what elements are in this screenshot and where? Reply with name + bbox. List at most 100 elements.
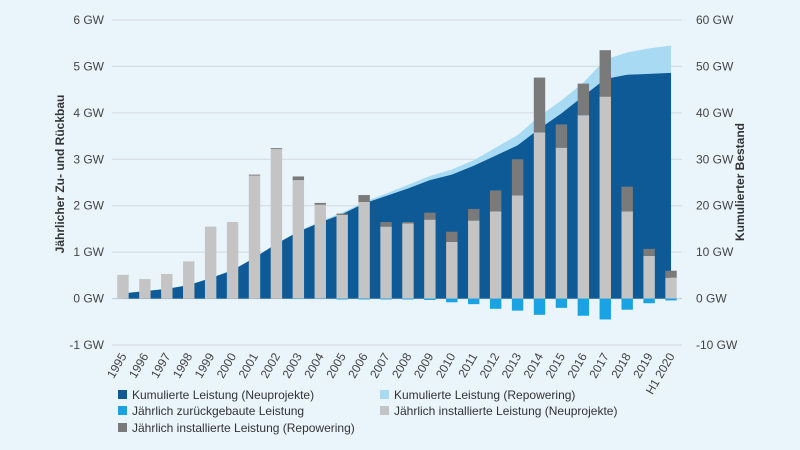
bar-installed-repowering [380, 221, 392, 227]
x-tick-label: 2006 [345, 350, 371, 380]
bar-removed [336, 298, 348, 300]
right-tick-label: -10 GW [696, 338, 738, 352]
legend-label: Jährlich installierte Leistung (Neuproje… [394, 404, 617, 418]
bar-installed-neuprojekte [139, 279, 151, 299]
bar-removed [511, 298, 524, 311]
bar-installed-repowering [446, 231, 458, 242]
bar-installed-neuprojekte [358, 202, 370, 299]
bar-installed-neuprojekte [577, 115, 590, 299]
bar-installed-neuprojekte [489, 211, 502, 299]
right-tick-label: 60 GW [696, 13, 734, 27]
right-tick-label: 40 GW [696, 106, 734, 120]
bar-installed-repowering [292, 176, 305, 181]
right-tick-label: 0 GW [696, 292, 727, 306]
left-axis-ticks: -1 GW 0 GW 1 GW 2 GW 3 GW 4 GW 5 GW 6 GW [69, 13, 104, 352]
x-tick-label: 2003 [279, 350, 305, 380]
bar-installed-repowering [424, 212, 436, 220]
x-tick-label: 2002 [258, 350, 284, 380]
x-tick-label: 2013 [499, 350, 525, 380]
bar-installed-neuprojekte [314, 204, 326, 299]
x-tick-label: 2004 [301, 350, 327, 380]
bar-installed-neuprojekte [555, 147, 568, 299]
x-tick-label: 2001 [236, 350, 262, 380]
bar-installed-neuprojekte [533, 132, 546, 299]
bar-removed [555, 298, 568, 308]
bar-removed [380, 298, 392, 300]
x-tick-label: 2009 [411, 350, 437, 380]
right-axis-title: Kumulierter Bestand [733, 123, 747, 241]
bar-installed-neuprojekte [380, 226, 392, 299]
bar-installed-neuprojekte [270, 149, 283, 299]
x-tick-label: 1999 [192, 350, 218, 380]
legend-swatch [118, 390, 127, 399]
bar-installed-repowering [358, 195, 370, 202]
x-tick-label: 1995 [104, 350, 130, 380]
bar-installed-neuprojekte [446, 241, 458, 299]
bar-installed-neuprojekte [226, 221, 239, 299]
bar-installed-neuprojekte [292, 180, 305, 299]
left-tick-label: 0 GW [73, 292, 104, 306]
left-tick-label: 6 GW [73, 13, 104, 27]
bar-installed-neuprojekte [248, 175, 261, 299]
legend-swatch [380, 406, 389, 415]
left-axis-title: Jährlicher Zu- und Rückbau [53, 95, 67, 254]
x-tick-label: 2012 [477, 350, 503, 380]
bar-installed-neuprojekte [599, 96, 611, 299]
bar-installed-neuprojekte [621, 211, 633, 299]
left-tick-label: 2 GW [73, 199, 104, 213]
x-tick-label: 2011 [455, 350, 480, 380]
annual-bars [117, 50, 677, 320]
bar-installed-repowering [555, 124, 568, 148]
right-tick-label: 30 GW [696, 152, 734, 166]
x-tick-label: 1997 [148, 350, 174, 380]
left-tick-label: 1 GW [73, 245, 104, 259]
bar-installed-repowering [643, 248, 655, 256]
bar-installed-repowering [336, 213, 348, 215]
bar-removed [599, 298, 611, 320]
bar-installed-neuprojekte [511, 195, 524, 299]
bar-installed-repowering [314, 202, 326, 205]
bar-installed-neuprojekte [204, 226, 217, 299]
bar-removed [402, 298, 414, 300]
bar-installed-neuprojekte [424, 219, 436, 299]
legend-label: Kumulierte Leistung (Repowering) [394, 388, 575, 402]
left-tick-label: 3 GW [73, 152, 104, 166]
bar-installed-neuprojekte [117, 274, 129, 299]
x-tick-label: 2015 [543, 350, 569, 380]
bar-removed [621, 298, 633, 310]
x-tick-label: 2016 [564, 350, 590, 380]
bar-removed [665, 298, 677, 301]
legend-swatch [118, 423, 127, 432]
left-tick-label: 5 GW [73, 59, 104, 73]
right-tick-label: 10 GW [696, 245, 734, 259]
bar-installed-repowering [270, 148, 283, 150]
bar-installed-neuprojekte [336, 215, 348, 299]
bar-removed [577, 298, 590, 316]
bar-installed-neuprojekte [468, 220, 480, 299]
x-tick-label: 2014 [521, 350, 547, 380]
bar-removed [446, 298, 458, 303]
bar-removed [533, 298, 546, 315]
bar-installed-neuprojekte [402, 223, 414, 299]
bar-installed-neuprojekte [183, 261, 195, 299]
bar-installed-repowering [577, 83, 590, 116]
bar-removed [358, 298, 370, 300]
bar-removed [468, 298, 480, 305]
bar-installed-repowering [468, 208, 480, 221]
bar-installed-repowering [599, 50, 611, 97]
right-axis-ticks: -10 GW 0 GW 10 GW 20 GW 30 GW 40 GW 50 GW 60 GW [696, 13, 738, 352]
legend-label: Jährlich installierte Leistung (Repoweri… [132, 421, 355, 435]
x-tick-label: 2000 [214, 350, 240, 380]
x-tick-label: 1996 [126, 350, 152, 380]
bar-installed-repowering [665, 270, 677, 278]
x-tick-label: 2010 [433, 350, 459, 380]
bar-removed [424, 298, 436, 300]
bar-installed-repowering [489, 190, 502, 212]
right-tick-label: 50 GW [696, 59, 734, 73]
right-tick-label: 20 GW [696, 199, 734, 213]
x-tick-label: 2008 [389, 350, 415, 380]
bar-removed [489, 298, 502, 309]
legend-swatch [380, 390, 389, 399]
bar-installed-repowering [621, 186, 633, 212]
